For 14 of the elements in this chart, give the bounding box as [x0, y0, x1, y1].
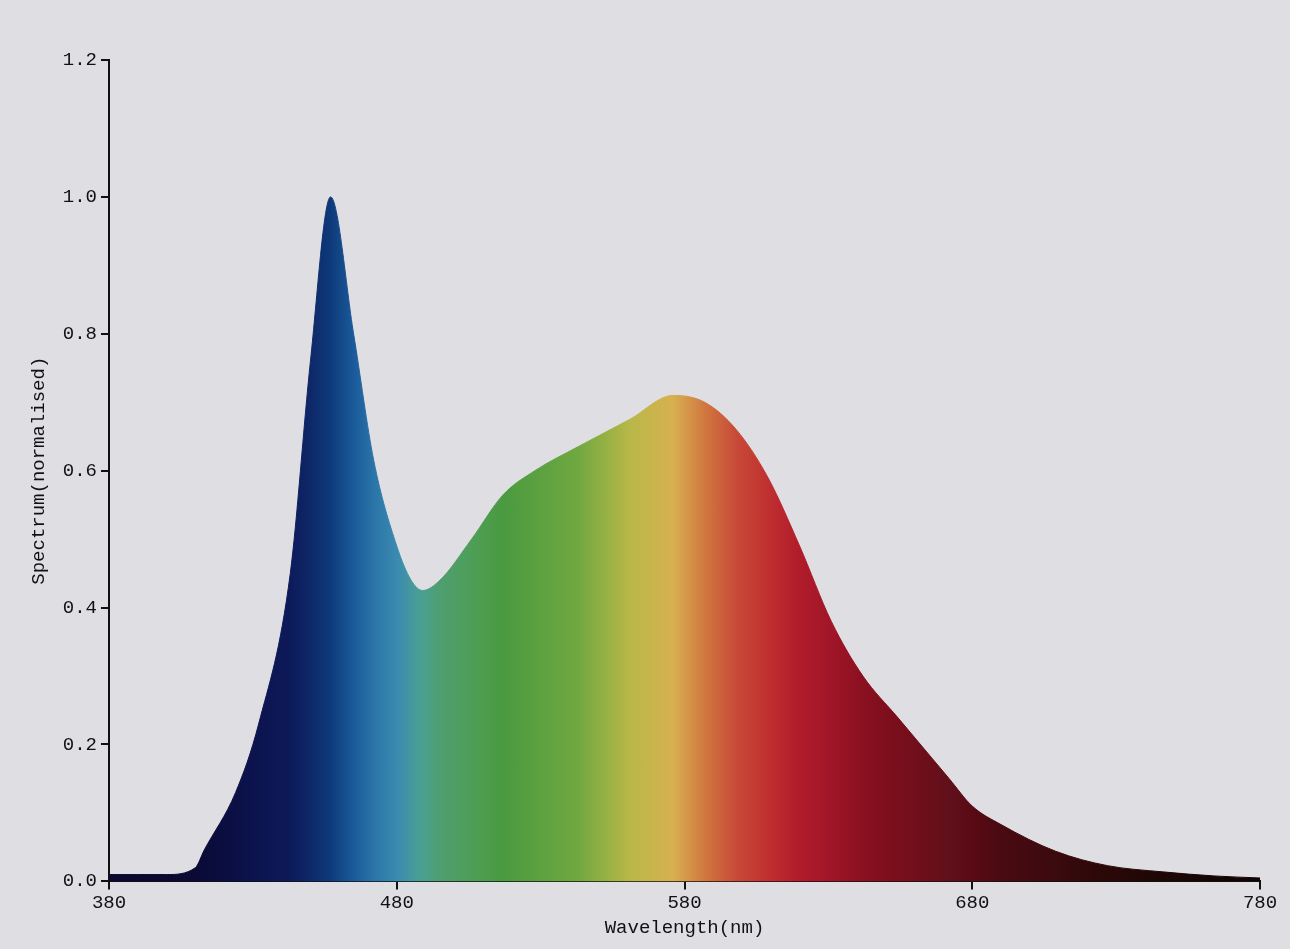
x-axis-title: Wavelength(nm) — [604, 916, 765, 939]
y-tick-label: 0.6 — [62, 459, 98, 482]
y-tick-label: 0.2 — [62, 733, 98, 756]
y-tick-label: 0.8 — [62, 322, 98, 345]
x-tick-label: 780 — [1242, 891, 1278, 914]
x-tick-label: 680 — [955, 891, 990, 914]
x-tick-label: 580 — [667, 891, 702, 914]
y-tick-label: 0.4 — [62, 596, 98, 619]
y-tick-label: 1.0 — [62, 185, 98, 208]
y-tick-label: 0.0 — [62, 870, 98, 893]
y-tick-label: 1.2 — [62, 49, 98, 72]
y-axis-title: Spectrum(normalised) — [28, 356, 51, 585]
x-tick-label: 380 — [91, 891, 127, 914]
x-tick-label: 480 — [379, 891, 414, 914]
